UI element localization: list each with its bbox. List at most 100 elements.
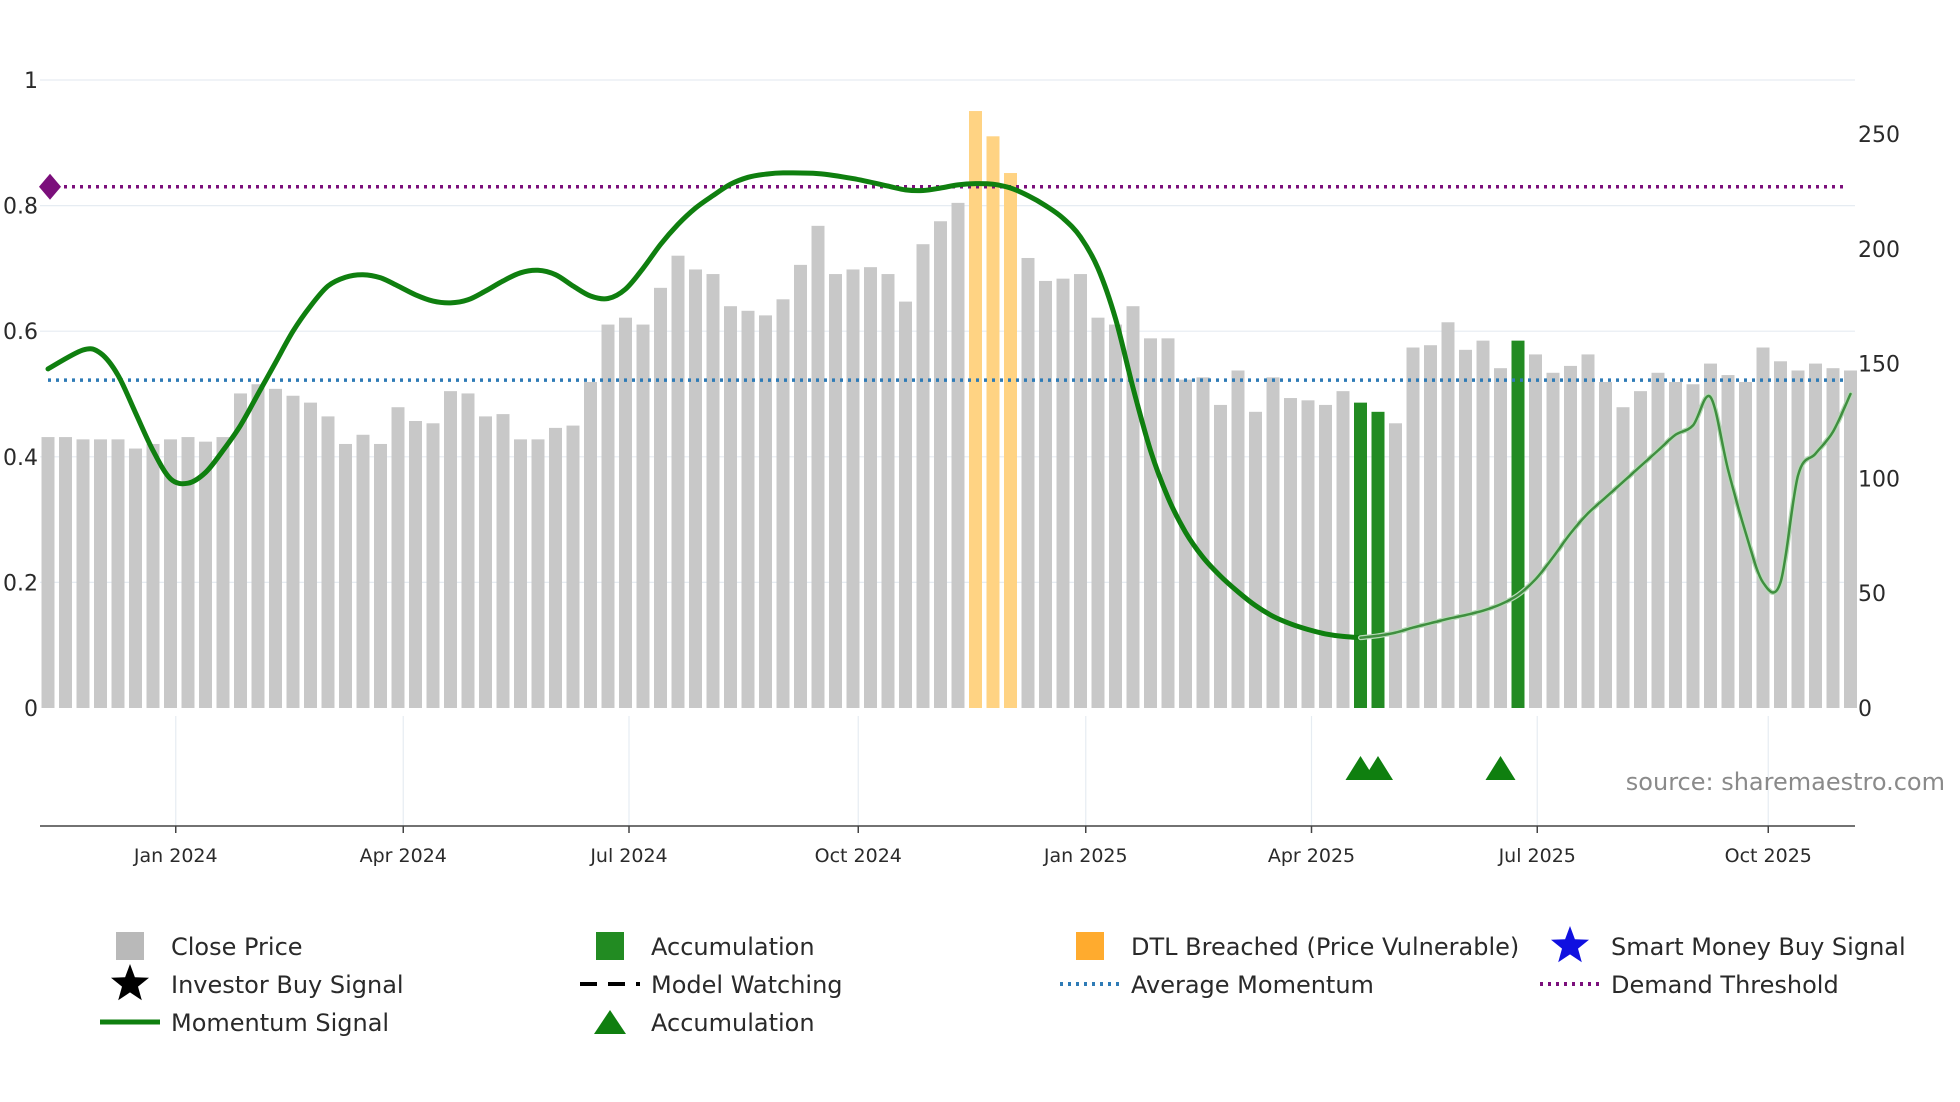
- close-price-bar: [321, 416, 335, 708]
- close-price-bar: [164, 439, 177, 708]
- close-price-bar: [1546, 372, 1560, 708]
- close-price-bar: [1529, 354, 1542, 708]
- x-axis-tick-label: Apr 2024: [360, 845, 447, 867]
- close-price-bar: [1459, 349, 1472, 708]
- close-price-bar: [1686, 384, 1700, 708]
- legend-star-icon: [1551, 926, 1589, 963]
- close-price-bar: [269, 388, 282, 708]
- accumulation-bar: [1371, 411, 1385, 708]
- close-price-bar: [1284, 398, 1297, 708]
- close-price-bar: [566, 425, 580, 708]
- close-price-bar: [864, 267, 877, 708]
- right-axis-tick-label: 100: [1858, 467, 1900, 492]
- close-price-bar: [811, 225, 825, 708]
- close-price-bar: [1704, 363, 1717, 708]
- close-price-bar: [899, 301, 912, 708]
- close-price-bar: [286, 395, 300, 708]
- close-price-bar: [1336, 391, 1350, 708]
- close-price-bar: [1021, 257, 1035, 708]
- close-price-bar: [1791, 370, 1805, 708]
- close-price-bar: [1721, 375, 1735, 708]
- close-price-bar: [1301, 400, 1315, 708]
- close-price-bar: [374, 443, 387, 708]
- close-price-bar: [1266, 377, 1280, 708]
- x-axis-tick-label: Jul 2025: [1498, 845, 1576, 867]
- accumulation-triangle-marker: [1363, 756, 1393, 780]
- close-price-bar: [111, 439, 125, 708]
- close-price-bar: [1039, 280, 1052, 708]
- close-price-bar: [619, 317, 632, 708]
- close-price-bar: [881, 274, 895, 708]
- legend-square-swatch: [116, 932, 144, 960]
- close-price-bar: [724, 306, 737, 708]
- close-price-bar: [951, 202, 965, 708]
- close-price-bar: [1109, 324, 1122, 708]
- close-price-bar: [1406, 347, 1420, 708]
- close-price-bar: [689, 269, 702, 708]
- close-price-bar: [1424, 345, 1437, 708]
- right-axis-tick-label: 50: [1858, 582, 1886, 607]
- close-price-bar: [1161, 338, 1175, 708]
- legend-label: Accumulation: [651, 1009, 815, 1037]
- left-axis-tick-label: 0.8: [3, 195, 38, 220]
- close-price-bar: [1494, 368, 1507, 708]
- momentum-signal-line: [45, 170, 1363, 641]
- close-price-bar: [251, 384, 265, 708]
- close-price-bar: [794, 264, 807, 708]
- close-price-bar: [41, 437, 55, 708]
- legend-label: Model Watching: [651, 971, 843, 999]
- close-price-bar: [1809, 363, 1822, 708]
- close-price-bar: [1214, 404, 1227, 708]
- legend-label: DTL Breached (Price Vulnerable): [1131, 933, 1519, 961]
- left-axis-tick-label: 0.2: [3, 571, 38, 596]
- close-price-bar: [409, 421, 422, 708]
- close-price-bar: [654, 287, 667, 708]
- dtl-breached-bar: [986, 136, 1000, 708]
- close-price-bar: [514, 439, 527, 708]
- axes: 0 0.2 0.4 0.6 0.8 1 0 50 100 150 200 250 Jan 2024 Apr…: [3, 69, 1900, 867]
- close-price-bar: [129, 448, 142, 708]
- close-price-bar: [181, 437, 195, 708]
- x-axis-tick-label: Apr 2025: [1268, 845, 1355, 867]
- close-price-bar: [59, 437, 72, 708]
- close-price-bar: [1669, 381, 1682, 708]
- close-price-bar: [356, 434, 370, 708]
- close-price-bar: [846, 269, 860, 708]
- legend-label: Smart Money Buy Signal: [1611, 933, 1906, 961]
- close-price-bar: [916, 244, 930, 708]
- close-price-bar: [1231, 370, 1245, 708]
- legend-label: Average Momentum: [1131, 971, 1374, 999]
- close-price-bar: [234, 393, 247, 708]
- close-price-bar: [339, 443, 352, 708]
- close-price-bar: [531, 439, 545, 708]
- close-price-bar: [1634, 391, 1647, 708]
- legend-label: Demand Threshold: [1611, 971, 1839, 999]
- legend-label: Accumulation: [651, 933, 815, 961]
- source-label: source: sharemaestro.com: [1626, 768, 1945, 796]
- close-price-bar: [584, 381, 597, 708]
- close-price-bar: [76, 439, 90, 708]
- legend-label: Momentum Signal: [171, 1009, 389, 1037]
- legend-triangle-icon: [594, 1010, 626, 1034]
- x-axis-tick-label: Jan 2024: [133, 845, 218, 867]
- close-price-bar: [1144, 338, 1157, 708]
- close-price-bar: [1774, 361, 1787, 708]
- legend-star-icon: [111, 964, 149, 1001]
- legend-square-swatch: [596, 932, 624, 960]
- close-price-bar: [1476, 340, 1490, 708]
- close-price-bar: [1389, 423, 1402, 708]
- legend-label: Close Price: [171, 933, 303, 961]
- close-price-bar: [671, 255, 685, 709]
- close-price-bar: [1739, 381, 1752, 708]
- close-price-bar: [636, 324, 650, 708]
- close-price-bar: [304, 402, 317, 708]
- accumulation-bar: [1511, 340, 1525, 708]
- close-price-bar: [1599, 381, 1612, 708]
- accumulation-triangle-marker: [1485, 756, 1516, 780]
- close-price-bar: [1074, 274, 1087, 708]
- left-axis-tick-label: 0.4: [3, 446, 38, 471]
- right-axis-tick-label: 0: [1858, 697, 1872, 722]
- close-price-bar: [1756, 347, 1770, 708]
